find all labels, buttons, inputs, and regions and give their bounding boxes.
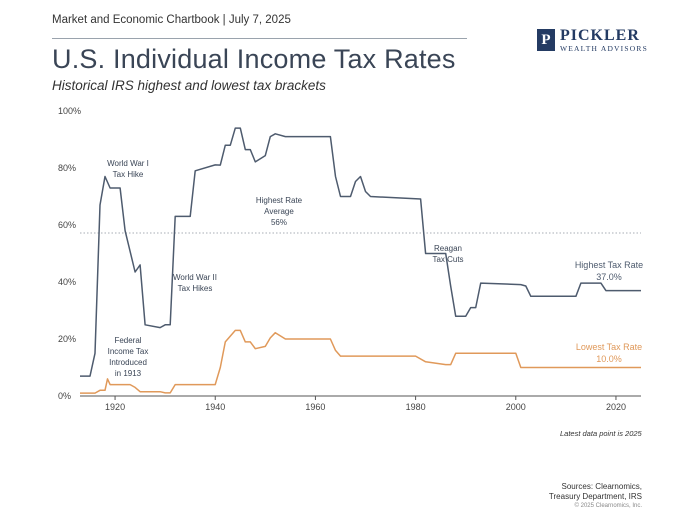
annotation-wwii-line: World War II (173, 273, 217, 282)
sources-text: Sources: Clearnomics, Treasury Departmen… (549, 482, 642, 503)
annotation-reagan-line: Tax Cuts (432, 255, 463, 264)
sources-line-1: Sources: Clearnomics, (561, 482, 642, 491)
annotation-highest-average-line: 56% (271, 218, 287, 227)
annotation-wwi-line: World War I (107, 159, 149, 168)
lowest-rate-label-value: 10.0% (596, 354, 622, 364)
y-tick-label: 20% (58, 334, 76, 344)
y-tick-label: 40% (58, 277, 76, 287)
x-tick-label: 2000 (506, 402, 526, 412)
sources-line-2: Treasury Department, IRS (548, 492, 642, 502)
page-subtitle: Historical IRS highest and lowest tax br… (52, 78, 326, 93)
annotation-wwii-line: Tax Hikes (178, 284, 213, 293)
header-rule (52, 38, 467, 39)
y-tick-label: 0% (58, 391, 71, 401)
highest-rate-line (80, 127, 641, 377)
logo-subtitle: WEALTH ADVISORS (560, 44, 648, 53)
pickler-logo-icon: P (537, 29, 555, 52)
x-tick-label: 1920 (105, 402, 125, 412)
annotation-wwi-line: Tax Hike (113, 170, 144, 179)
annotation-highest-average-line: Highest Rate (256, 196, 303, 205)
x-tick-label: 1960 (305, 402, 325, 412)
y-tick-label: 100% (58, 106, 81, 116)
x-tick-label: 1940 (205, 402, 225, 412)
copyright-text: © 2025 Clearnomics, Inc. (574, 503, 642, 509)
annotation-highest-average-line: Average (264, 207, 294, 216)
highest-rate-label: Highest Tax Rate (575, 260, 643, 270)
annotation-federal-line: Income Tax (108, 347, 149, 356)
x-tick-label: 1980 (406, 402, 426, 412)
page-title: U.S. Individual Income Tax Rates (52, 44, 456, 74)
annotation-federal-line: Federal (114, 336, 141, 345)
latest-data-note: Latest data point is 2025 (560, 429, 642, 438)
logo-name: PICKLER (560, 27, 640, 44)
annotation-federal-line: in 1913 (115, 369, 142, 378)
annotation-reagan-line: Reagan (434, 244, 462, 253)
y-tick-label: 60% (58, 220, 76, 230)
highest-rate-label-value: 37.0% (596, 272, 622, 282)
pickler-logo: P PICKLER WEALTH ADVISORS (537, 28, 648, 53)
y-tick-label: 80% (58, 163, 76, 173)
x-tick-label: 2020 (606, 402, 626, 412)
annotation-federal-line: Introduced (109, 358, 147, 367)
lowest-rate-line (80, 329, 641, 394)
lowest-rate-label: Lowest Tax Rate (576, 342, 642, 352)
chartbook-kicker: Market and Economic Chartbook | July 7, … (52, 14, 291, 26)
